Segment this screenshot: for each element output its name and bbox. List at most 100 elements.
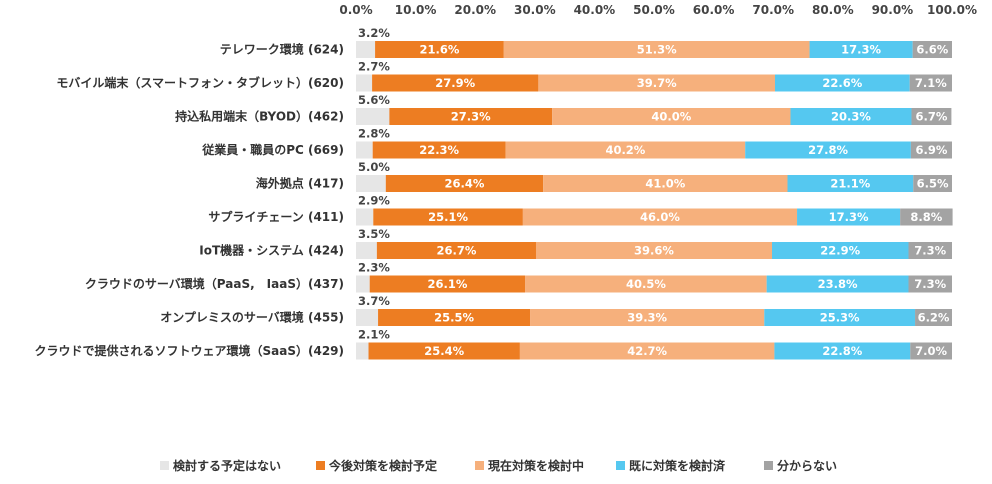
category-label: 海外拠点 (417) (256, 176, 344, 191)
legend-label: 今後対策を検討予定 (328, 458, 437, 473)
data-label: 25.5% (434, 311, 474, 325)
bar-segment (913, 175, 952, 192)
bar-segment (372, 141, 506, 159)
category-label: クラウドのサーバ環境（PaaS, IaaS）(437) (85, 276, 344, 291)
bar-segment (503, 41, 810, 58)
data-label: 40.0% (651, 110, 691, 124)
data-label: 22.8% (822, 344, 862, 358)
x-tick-label: 90.0% (872, 3, 914, 17)
bar-segment (790, 108, 912, 125)
bar-segment (909, 74, 952, 92)
legend-swatch (316, 461, 325, 470)
legend-swatch (160, 461, 169, 470)
data-label: 2.8% (358, 127, 390, 141)
data-label: 2.9% (358, 194, 390, 208)
x-axis-ticks: 0.0% 10.0% 20.0% 30.0% 40.0% 50.0% 60.0% 70.0% 8… (339, 3, 977, 17)
data-label: 42.7% (627, 344, 667, 358)
bar-segment (910, 342, 952, 360)
bar-segment (385, 175, 544, 192)
bar-segment (911, 108, 952, 125)
category-label: オンプレミスのサーバ環境 (455) (160, 310, 344, 325)
bar-segment (356, 242, 377, 259)
bar-segment (378, 309, 531, 326)
bar-segment (369, 275, 526, 293)
bar-segment (372, 74, 539, 92)
data-label: 26.1% (428, 277, 468, 291)
data-label: 25.3% (820, 311, 860, 325)
data-label: 27.8% (808, 143, 848, 157)
legend-label: 検討する予定はない (173, 458, 281, 473)
data-label: 46.0% (640, 210, 680, 224)
bar-segment (505, 141, 746, 159)
bar-segment (356, 275, 370, 293)
bar-segment (356, 141, 373, 159)
data-label: 6.6% (916, 43, 948, 57)
data-label: 2.3% (358, 261, 390, 275)
bar-segment (356, 342, 369, 360)
legend-label: 既に対策を検討済 (629, 458, 726, 473)
bar-segment (519, 342, 775, 360)
data-label: 5.0% (358, 160, 390, 174)
data-label: 40.5% (626, 277, 666, 291)
x-tick-label: 80.0% (812, 3, 854, 17)
bar-segment (797, 208, 901, 226)
data-label: 17.3% (841, 43, 881, 57)
data-label: 6.7% (915, 110, 947, 124)
data-label: 7.3% (914, 244, 946, 258)
bar-segment (356, 208, 374, 226)
data-label: 3.2% (358, 26, 390, 40)
x-tick-label: 60.0% (693, 3, 735, 17)
data-label: 41.0% (645, 177, 685, 191)
bar-segment (376, 242, 536, 259)
category-label: 持込私用端末（BYOD）(462) (175, 109, 344, 124)
x-tick-label: 50.0% (633, 3, 675, 17)
bar-segment (530, 309, 765, 326)
bar-segment (538, 74, 775, 92)
x-tick-label: 20.0% (454, 3, 496, 17)
bar-segments (356, 41, 953, 360)
category-label: モバイル端末（スマートフォン・タブレット）(620) (56, 75, 344, 90)
bar-segment (766, 275, 909, 293)
legend: 検討する予定はない 今後対策を検討予定 現在対策を検討中 既に対策を検討済 分からない (160, 458, 837, 473)
data-label: 21.6% (419, 43, 459, 57)
data-label: 2.7% (358, 60, 390, 74)
category-labels: テレワーク環境 (624) モバイル端末（スマートフォン・タブレット）(620) 持… (35, 42, 345, 359)
data-label: 21.1% (830, 177, 870, 191)
bar-segment (772, 242, 909, 259)
legend-label: 分からない (777, 458, 837, 473)
data-label: 6.2% (918, 311, 950, 325)
x-tick-label: 30.0% (514, 3, 556, 17)
category-label: サプライチェーン (411) (208, 209, 344, 224)
data-label: 3.7% (358, 294, 390, 308)
data-label: 27.3% (451, 110, 491, 124)
category-label: クラウドで提供されるソフトウェア環境（SaaS）(429) (35, 343, 345, 358)
bar-segment (764, 309, 916, 326)
data-label: 17.3% (829, 210, 869, 224)
legend-swatch (475, 461, 484, 470)
data-label: 26.4% (445, 177, 485, 191)
legend-swatch (764, 461, 773, 470)
data-label: 22.9% (820, 244, 860, 258)
bar-segment (543, 175, 788, 192)
bar-segment (356, 175, 386, 192)
data-labels: 3.2% 21.6% 51.3% 17.3% 6.6% 2.7% 27.9% 39.7% 22.… (358, 26, 950, 358)
bar-segment (900, 208, 953, 226)
data-label: 39.7% (637, 76, 677, 90)
data-label: 6.9% (915, 143, 947, 157)
bar-segment (745, 141, 911, 159)
bar-segment (787, 175, 914, 192)
category-label: テレワーク環境 (624) (220, 42, 344, 57)
bar-segment (535, 242, 773, 259)
data-label: 2.1% (358, 328, 390, 342)
bar-segment (525, 275, 767, 293)
data-label: 40.2% (605, 143, 645, 157)
bar-segment (356, 74, 373, 92)
data-label: 7.3% (914, 277, 946, 291)
bar-segment (809, 41, 913, 58)
data-label: 6.5% (917, 177, 949, 191)
data-label: 39.6% (634, 244, 674, 258)
data-label: 23.8% (818, 277, 858, 291)
data-label: 39.3% (627, 311, 667, 325)
data-label: 5.6% (358, 93, 390, 107)
